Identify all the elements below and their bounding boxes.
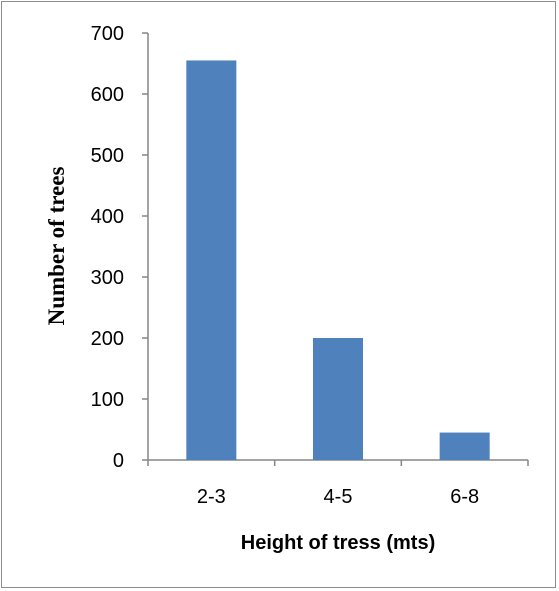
y-axis: 0 100 200 300 400 500 600 700 — [91, 23, 149, 472]
y-tick-label: 500 — [91, 145, 124, 167]
y-tick-label: 200 — [91, 328, 124, 350]
y-tick-label: 400 — [91, 206, 124, 228]
y-tick-label: 300 — [91, 267, 124, 289]
y-tick-label: 700 — [91, 23, 124, 45]
x-axis-label: Height of tress (mts) — [241, 532, 435, 554]
bars — [186, 60, 490, 460]
y-tick-label: 600 — [91, 84, 124, 106]
x-tick-label: 6-8 — [450, 486, 479, 508]
x-tick-label: 2-3 — [197, 486, 226, 508]
bar-6-8 — [439, 432, 490, 460]
y-axis-label: Number of trees — [44, 167, 69, 326]
bar-4-5 — [313, 338, 363, 460]
bar-2-3 — [186, 60, 237, 460]
y-tick-label: 100 — [91, 389, 124, 411]
x-tick-label: 4-5 — [324, 486, 353, 508]
y-tick-label: 0 — [113, 450, 124, 472]
x-axis: 2-3 4-5 6-8 — [147, 459, 529, 508]
